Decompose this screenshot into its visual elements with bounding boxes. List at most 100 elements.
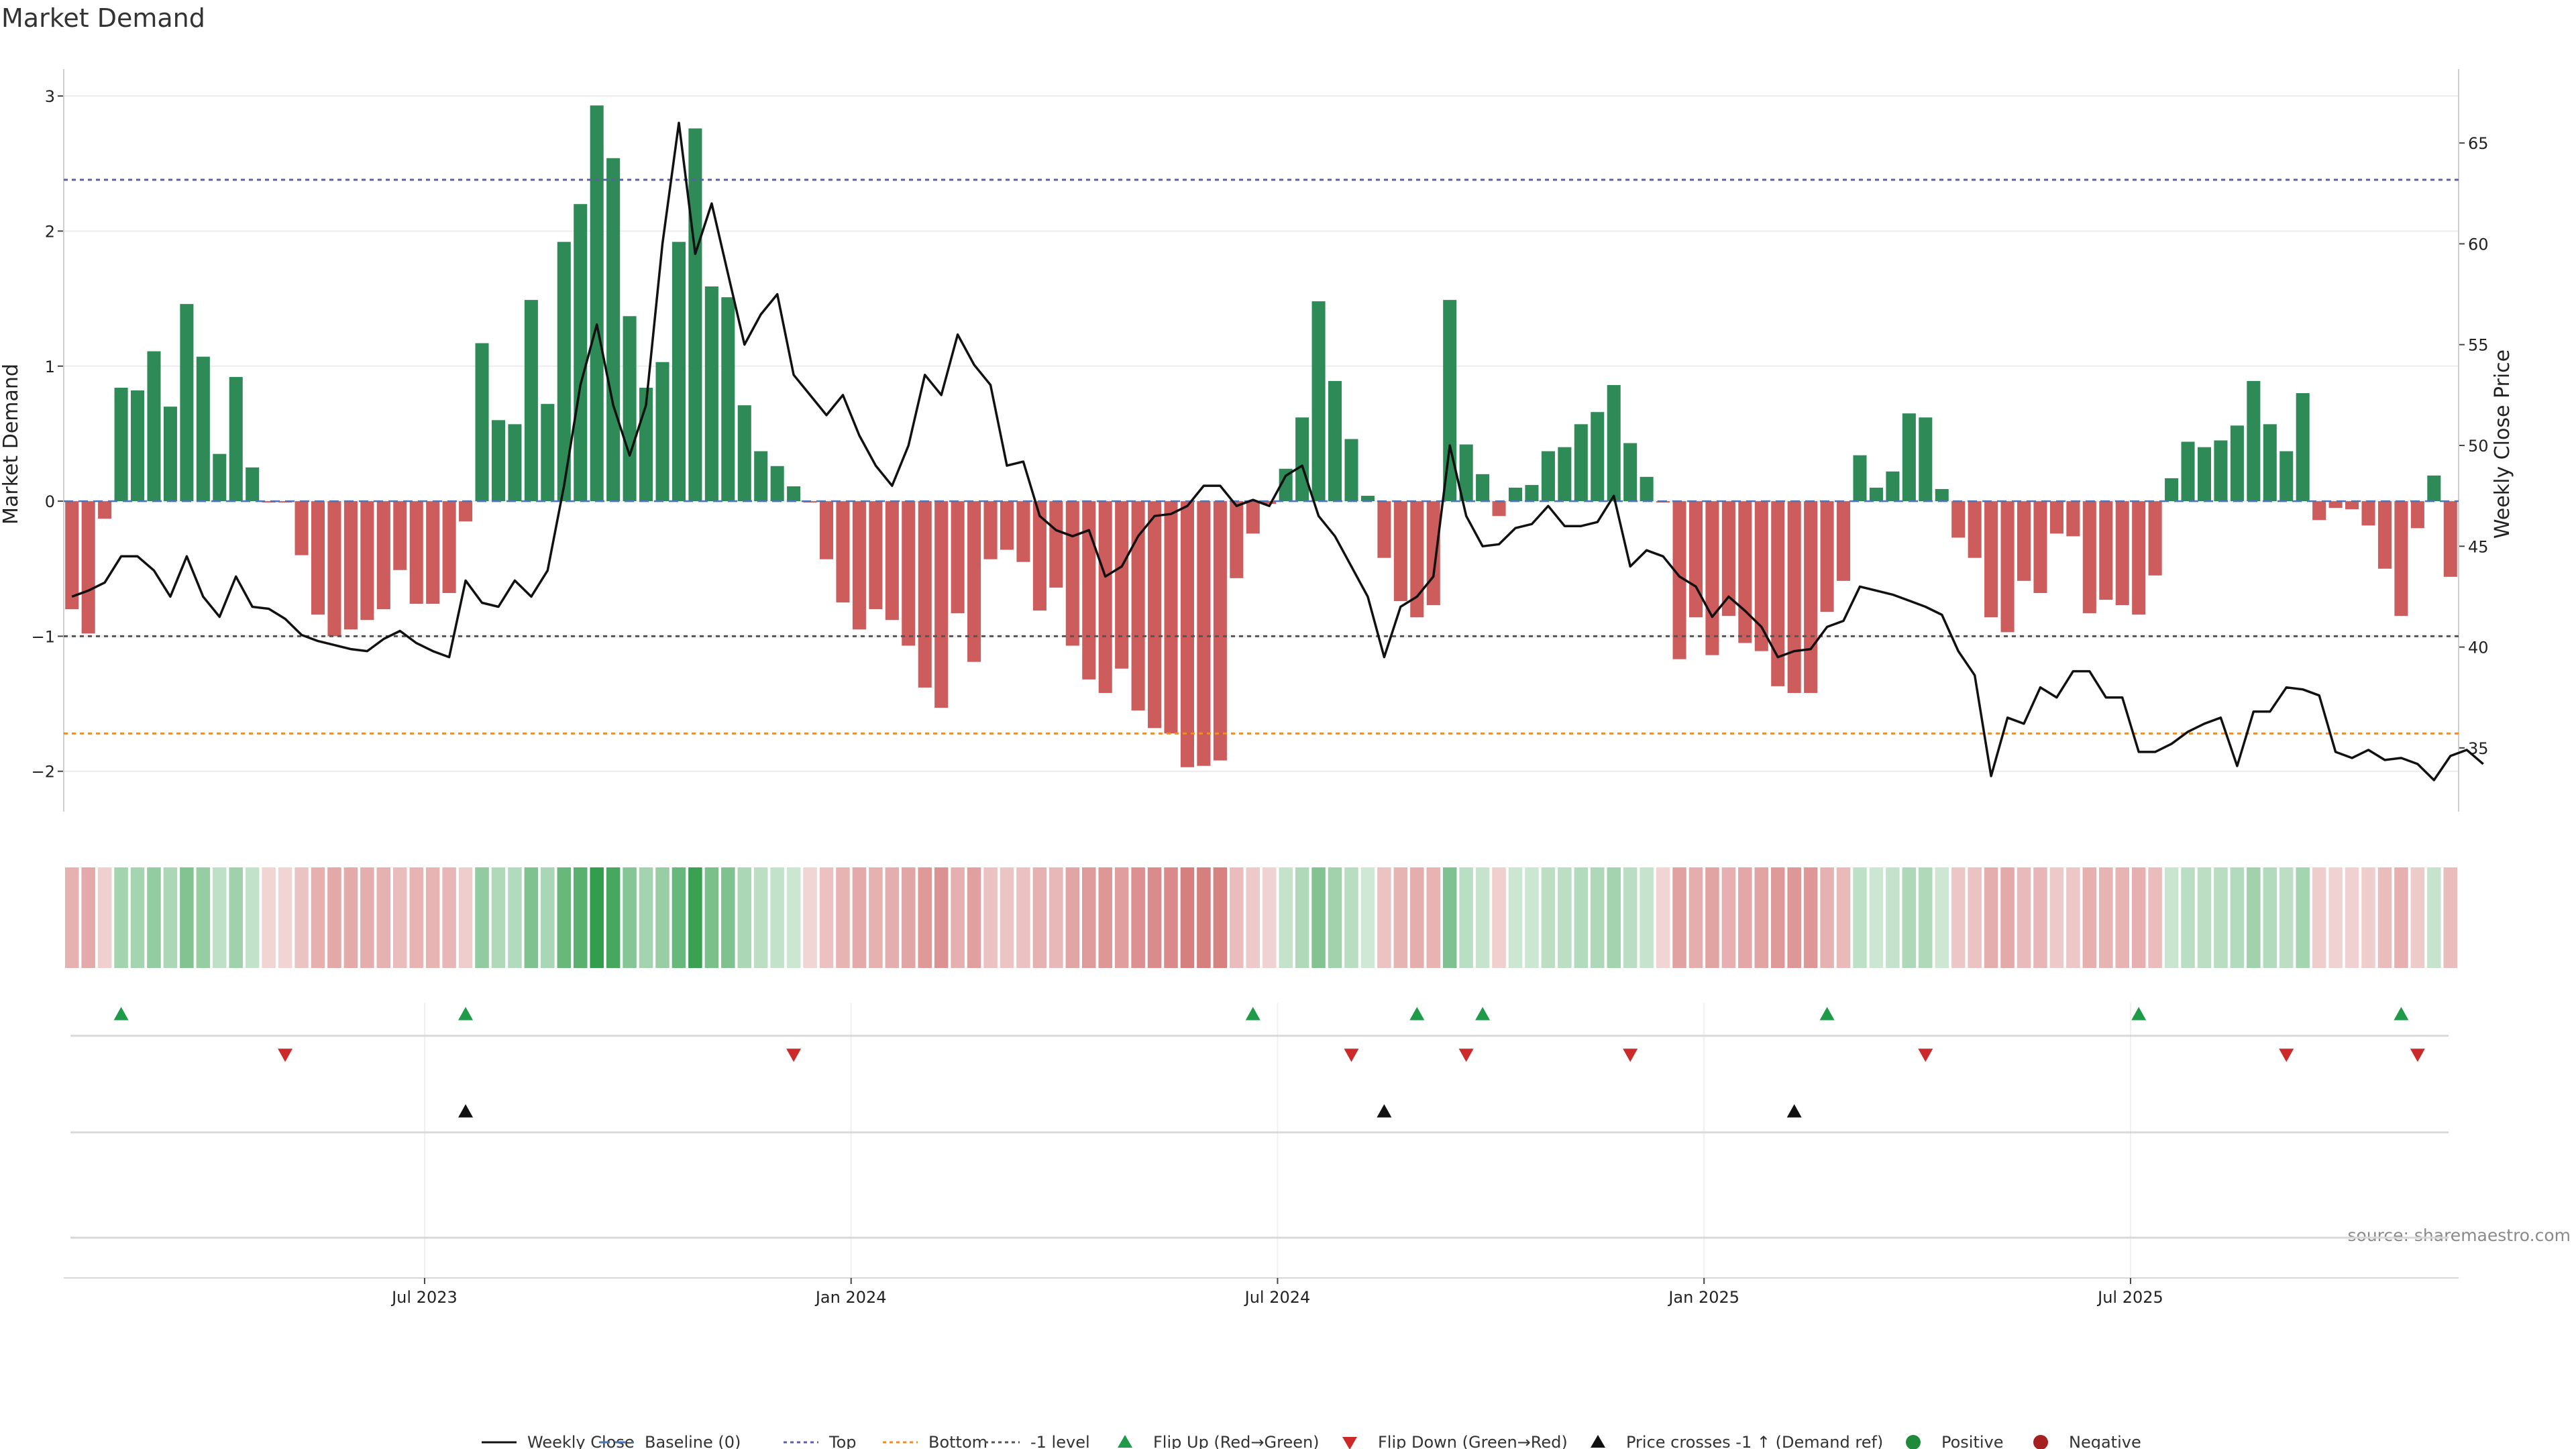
legend-item: Flip Down (Green→Red)	[1342, 1433, 1568, 1449]
heat-strip-cell	[97, 867, 112, 968]
legend-label: Positive	[1941, 1433, 2004, 1449]
demand-bar	[2279, 451, 2294, 502]
y2-tick-label: 45	[2468, 537, 2489, 556]
heat-strip-cell	[1607, 867, 1621, 968]
flip-up-marker	[1245, 1007, 1260, 1020]
demand-bar	[1410, 501, 1424, 618]
demand-bar	[2263, 424, 2277, 502]
heat-strip-cell	[360, 867, 374, 968]
demand-bar	[1672, 501, 1686, 659]
demand-bar	[1902, 413, 1916, 502]
heat-strip-cell	[2164, 867, 2179, 968]
heat-strip-cell	[902, 867, 916, 968]
demand-bar	[967, 501, 981, 662]
demand-bar	[1984, 501, 1998, 618]
demand-bar	[1771, 501, 1785, 686]
legend-item: Price crosses -1 ↑ (Demand ref)	[1591, 1433, 1883, 1449]
y2-tick-label: 55	[2468, 336, 2489, 355]
demand-bar	[1525, 484, 1539, 502]
y-tick-label: −1	[32, 627, 55, 646]
demand-bar	[918, 501, 932, 688]
heat-strip-cell	[1968, 867, 1982, 968]
heat-strip-cell	[1853, 867, 1867, 968]
demand-bar	[2197, 447, 2212, 502]
demand-bar	[1328, 380, 1342, 502]
heat-strip-cell	[1951, 867, 1966, 968]
x-tick-label: Jul 2024	[1244, 1288, 1311, 1307]
demand-bar	[1131, 501, 1145, 711]
flip-up-marker	[2131, 1007, 2147, 1020]
heat-strip-cell	[541, 867, 555, 968]
heat-strip-cell	[688, 867, 702, 968]
heat-strip-cell	[294, 867, 309, 968]
demand-bar	[1213, 501, 1227, 761]
heat-strip-cell	[1869, 867, 1884, 968]
demand-bar	[1919, 417, 1933, 502]
demand-bar	[1951, 501, 1966, 538]
heat-strip-cell	[2000, 867, 2015, 968]
demand-bar	[426, 501, 440, 604]
x-tick-label: Jan 2025	[1667, 1288, 1739, 1307]
heat-strip-cell	[1525, 867, 1539, 968]
heat-strip-cell	[1016, 867, 1030, 968]
heat-strip-cell	[918, 867, 932, 968]
heat-strip-cell	[2296, 867, 2310, 968]
heat-strip-cell	[2197, 867, 2212, 968]
heat-strip-cell	[491, 867, 506, 968]
heat-strip-cell	[1558, 867, 1572, 968]
legend-item: Bottom	[883, 1433, 987, 1449]
heat-strip-cell	[672, 867, 686, 968]
demand-bar	[360, 501, 374, 621]
y-tick-label: 3	[45, 87, 55, 106]
demand-bar	[508, 424, 522, 502]
demand-bar	[2066, 501, 2080, 537]
legend-swatch	[1118, 1435, 1132, 1448]
heat-strip-cell	[2312, 867, 2326, 968]
heat-strip-cell	[1656, 867, 1670, 968]
heat-strip-cell	[1360, 867, 1375, 968]
demand-bar	[754, 451, 768, 502]
demand-bar	[2049, 501, 2063, 534]
demand-bar	[1591, 412, 1605, 502]
heat-strip-cell	[245, 867, 260, 968]
heat-strip-cell	[1919, 867, 1933, 968]
heat-strip-cell	[213, 867, 227, 968]
heat-strip-cell	[1803, 867, 1818, 968]
demand-bar	[541, 404, 555, 502]
demand-bar	[1377, 501, 1391, 558]
demand-bar	[1640, 476, 1654, 502]
demand-bar	[343, 501, 358, 630]
heat-strip-cell	[2181, 867, 2195, 968]
flip-down-marker	[1623, 1049, 1638, 1062]
demand-bar	[1541, 451, 1555, 502]
heat-strip-cell	[196, 867, 211, 968]
legend-item: Top	[784, 1433, 857, 1449]
heat-strip-cell	[1081, 867, 1096, 968]
demand-bar	[2394, 501, 2408, 616]
demand-bar	[163, 407, 177, 502]
demand-bar	[1968, 501, 1982, 558]
y-tick-label: 2	[45, 222, 55, 241]
heat-strip-cell	[458, 867, 473, 968]
legend-item: -1 level	[985, 1433, 1090, 1449]
heat-strip-cell	[655, 867, 669, 968]
heat-strip-cell	[1230, 867, 1244, 968]
heat-strip-cell	[1754, 867, 1769, 968]
heat-strip-cell	[869, 867, 883, 968]
demand-bar	[2165, 478, 2179, 502]
demand-bar	[737, 405, 751, 502]
demand-bar	[1820, 501, 1834, 612]
heat-strip-cell	[1065, 867, 1080, 968]
demand-bar	[1032, 501, 1046, 611]
heat-strip-cell	[639, 867, 653, 968]
flip-down-marker	[2410, 1049, 2425, 1062]
heat-strip-cell	[262, 867, 276, 968]
heat-strip-cell	[130, 867, 145, 968]
demand-bar	[852, 501, 866, 630]
flip-down-marker	[278, 1049, 293, 1062]
heat-strip-cell	[1688, 867, 1703, 968]
heat-strip-cell	[475, 867, 489, 968]
demand-bar	[376, 501, 390, 610]
demand-bar	[1263, 501, 1277, 504]
demand-bar	[131, 390, 145, 502]
